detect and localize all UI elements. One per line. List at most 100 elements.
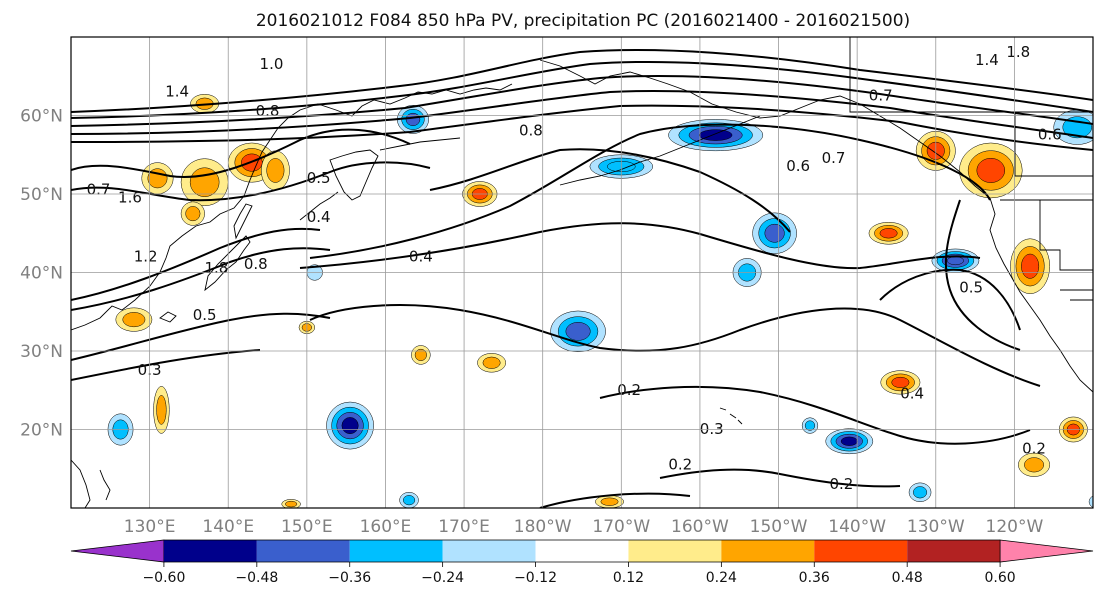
- precip-level: [189, 167, 220, 197]
- contour-label: 0.4: [409, 247, 433, 265]
- lon-tick-label: 130°E: [124, 517, 176, 537]
- contour-label: 0.8: [244, 255, 268, 273]
- contour-label: 0.5: [959, 279, 983, 297]
- contour-label: 1.4: [975, 51, 999, 69]
- precip-anomaly-28: [153, 386, 170, 434]
- lat-tick-label: 50°N: [20, 185, 63, 205]
- precip-level: [156, 395, 167, 425]
- lon-tick-label: 140°W: [828, 517, 886, 537]
- colorbar-tick-label: 0.60: [985, 570, 1016, 586]
- colorbar-tick-label: 0.48: [892, 570, 923, 586]
- colorbar-swatch: [721, 540, 815, 562]
- precip-anomaly-34: [595, 495, 624, 508]
- precip-anomaly-17: [959, 142, 1023, 199]
- precip-level: [600, 497, 619, 506]
- colorbar-swatch: [628, 540, 722, 562]
- precip-level: [266, 158, 285, 183]
- contour-label: 1.6: [118, 188, 142, 206]
- contour-label: 0.7: [87, 181, 111, 199]
- lon-tick-label: 150°W: [750, 517, 808, 537]
- colorbar-swatch: [163, 540, 257, 562]
- colorbar-swatch: [256, 540, 350, 562]
- precip-level: [1024, 457, 1044, 473]
- colorbar-tick-label: −0.24: [421, 570, 464, 586]
- precip-anomaly-4: [752, 212, 797, 254]
- colorbar: −0.60 −0.48 −0.36 −0.24 −0.12 0.12 0.24 0.36 0.4…: [70, 539, 1094, 586]
- lon-tick-label: 120°W: [986, 517, 1044, 537]
- contour-label: 0.2: [617, 381, 641, 399]
- precip-level: [402, 495, 416, 506]
- latitude-tick-labels: 20°N 30°N 40°N 50°N 60°N: [20, 107, 63, 441]
- pv-contours-layer: [71, 49, 1093, 508]
- precip-anomaly-29: [411, 345, 431, 365]
- precip-level: [414, 348, 427, 361]
- precip-level: [565, 322, 591, 341]
- colorbar-swatch: [349, 540, 443, 562]
- precip-level: [1021, 253, 1040, 279]
- contour-label: 0.5: [307, 169, 331, 187]
- lon-tick-label: 160°W: [671, 517, 729, 537]
- colorbar-swatch: [907, 540, 1001, 562]
- colorbar-tick-label: −0.36: [328, 570, 371, 586]
- colorbar-tick-label: 0.36: [799, 570, 830, 586]
- contour-label: 0.2: [830, 475, 854, 493]
- precip-level: [764, 223, 785, 243]
- precip-anomaly-35: [281, 499, 301, 508]
- lon-tick-label: 150°E: [281, 517, 333, 537]
- colorbar-tick-label: −0.60: [142, 570, 185, 586]
- precip-anomaly-0: [326, 401, 374, 450]
- precip-anomaly-3: [825, 428, 874, 455]
- precip-anomaly-12: [908, 482, 932, 502]
- colorbar-extend-high: [999, 539, 1094, 563]
- pv-contour-labels: 1.0 1.4 0.8 0.8 0.5 0.4 0.7 1.6 1.2 1.8 0.8 0.4 0.5 0…: [87, 43, 1062, 493]
- precip-level: [1088, 495, 1093, 508]
- colorbar-tick-label: −0.12: [514, 570, 557, 586]
- contour-label: 1.8: [1006, 43, 1030, 61]
- precip-level: [946, 256, 964, 266]
- lat-tick-label: 60°N: [20, 107, 63, 127]
- contour-label: 0.4: [900, 385, 924, 403]
- precip-anomaly-31: [880, 370, 921, 395]
- contour-label: 0.2: [668, 455, 692, 473]
- precip-level: [1094, 497, 1105, 507]
- contour-label: 0.7: [822, 149, 846, 167]
- precip-level: [840, 436, 858, 446]
- precip-anomaly-9: [397, 105, 429, 134]
- contour-label: 0.7: [869, 86, 893, 104]
- lat-tick-label: 30°N: [20, 342, 63, 362]
- precip-anomaly-2: [550, 310, 606, 353]
- contour-label: 0.6: [1038, 126, 1062, 144]
- longitude-tick-labels: 130°E 140°E 150°E 160°E 170°E 180°W 170°W 160°W…: [124, 517, 1044, 537]
- precip-anomaly-21: [141, 162, 174, 195]
- lon-tick-label: 180°W: [514, 517, 572, 537]
- precip-level: [804, 420, 816, 431]
- contour-label: 0.2: [1022, 440, 1046, 458]
- lon-tick-label: 160°E: [360, 517, 412, 537]
- precip-anomaly-24: [260, 150, 290, 191]
- contour-label: 0.6: [786, 157, 810, 175]
- precip-level: [913, 486, 928, 499]
- colorbar-swatch: [442, 540, 536, 562]
- lon-tick-label: 130°W: [907, 517, 965, 537]
- lon-tick-label: 140°E: [202, 517, 254, 537]
- colorbar-tick-label: 0.24: [706, 570, 737, 586]
- precip-level: [405, 112, 421, 126]
- precip-anomaly-15: [399, 492, 419, 508]
- precip-anomaly-19: [868, 222, 909, 245]
- precip-anomaly-16: [1010, 238, 1051, 294]
- contour-label: 1.0: [260, 55, 284, 73]
- contour-label: 1.2: [134, 247, 158, 265]
- precip-anomaly-11: [801, 417, 819, 434]
- colorbar-swatch: [535, 540, 629, 562]
- precip-anomaly-30: [477, 353, 506, 373]
- contour-label: 1.4: [165, 82, 189, 100]
- lat-tick-label: 40°N: [20, 264, 63, 284]
- contour-label: 0.5: [193, 306, 217, 324]
- contour-label: 0.3: [700, 420, 724, 438]
- colorbar-tick-label: 0.12: [613, 570, 644, 586]
- contour-label: 0.8: [256, 102, 280, 120]
- colorbar-tick-label: −0.48: [235, 570, 278, 586]
- colorbar-extend-low: [70, 539, 165, 563]
- map-title: 2016021012 F084 850 hPa PV, precipitatio…: [256, 11, 910, 31]
